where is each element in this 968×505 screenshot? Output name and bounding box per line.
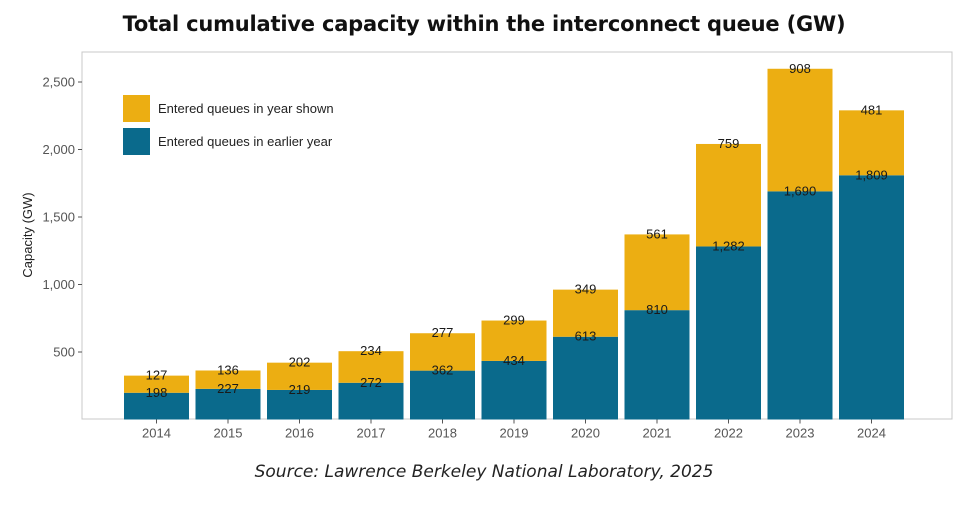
x-tick-label: 2023: [786, 426, 815, 441]
x-tick-label: 2018: [428, 426, 457, 441]
y-tick-label: 1,500: [42, 210, 75, 225]
y-axis: 500 1,000 1,500 2,000 2,500: [42, 75, 82, 360]
x-tick-label: 2014: [142, 426, 171, 441]
x-tick-label: 2022: [714, 426, 743, 441]
y-tick-label: 1,000: [42, 277, 75, 292]
x-tick-label: 2016: [285, 426, 314, 441]
data-label-earlier-year: 362: [432, 363, 454, 378]
data-label-year-shown: 908: [789, 61, 811, 76]
data-label-earlier-year: 219: [289, 382, 311, 397]
y-tick-label: 500: [53, 345, 75, 360]
bar-year-shown: [481, 320, 547, 361]
y-axis-label: Capacity (GW): [20, 192, 35, 277]
bar-year-shown: [696, 143, 761, 247]
data-label-year-shown: 481: [861, 102, 883, 117]
bar-earlier-year: [410, 370, 475, 420]
bar-year-shown: [624, 234, 690, 311]
legend-swatch-earlier-year: [123, 128, 150, 155]
data-label-earlier-year: 434: [503, 353, 525, 368]
data-label-earlier-year: 227: [217, 381, 239, 396]
x-tick-label: 2019: [500, 426, 529, 441]
bar-year-shown: [195, 370, 261, 389]
x-tick-label: 2021: [643, 426, 672, 441]
data-label-year-shown: 759: [718, 136, 740, 151]
bar-earlier-year: [696, 246, 761, 420]
bar-year-shown: [267, 362, 332, 390]
bar-year-shown: [338, 351, 404, 383]
data-label-earlier-year: 1,282: [712, 238, 745, 253]
legend-label-year-shown: Entered queues in year shown: [158, 101, 334, 116]
data-labels-layer: 198 127 227 136 219 202 272 234 362 277 434 299 613 3…: [146, 61, 888, 400]
x-tick-label: 2017: [357, 426, 386, 441]
data-label-earlier-year: 1,809: [855, 167, 888, 182]
bars-layer: [124, 68, 904, 420]
data-label-earlier-year: 810: [646, 302, 668, 317]
data-label-year-shown: 127: [146, 368, 168, 383]
bar-year-shown: [410, 333, 475, 371]
bar-earlier-year: [124, 392, 189, 420]
legend-swatch-year-shown: [123, 95, 150, 122]
x-axis: 2014 2015 2016 2017 2018 2019 2020 2021 2022 2023…: [142, 419, 886, 441]
x-tick-label: 2020: [571, 426, 600, 441]
bar-year-shown: [839, 110, 904, 176]
bar-earlier-year: [195, 388, 261, 420]
x-tick-label: 2015: [214, 426, 243, 441]
data-label-earlier-year: 1,690: [784, 183, 817, 198]
bar-earlier-year: [481, 360, 547, 420]
data-label-year-shown: 234: [360, 343, 382, 358]
legend-label-earlier-year: Entered queues in earlier year: [158, 134, 333, 149]
data-label-earlier-year: 272: [360, 375, 382, 390]
data-label-year-shown: 136: [217, 362, 239, 377]
data-label-earlier-year: 613: [575, 329, 597, 344]
bar-earlier-year: [839, 175, 904, 420]
data-label-year-shown: 299: [503, 313, 525, 328]
data-label-year-shown: 349: [575, 282, 597, 297]
y-tick-label: 2,000: [42, 142, 75, 157]
data-label-year-shown: 277: [432, 325, 454, 340]
legend: Entered queues in year shown Entered que…: [123, 95, 334, 155]
source-caption: Source: Lawrence Berkeley National Labor…: [254, 462, 714, 482]
bar-earlier-year: [338, 382, 404, 420]
y-tick-label: 2,500: [42, 75, 75, 90]
bar-year-shown: [767, 68, 833, 192]
data-label-year-shown: 202: [289, 355, 311, 370]
bar-earlier-year: [624, 310, 690, 420]
bar-year-shown: [124, 375, 189, 393]
bar-earlier-year: [767, 191, 833, 420]
bar-earlier-year: [267, 389, 332, 420]
bar-year-shown: [553, 289, 618, 337]
bar-earlier-year: [553, 336, 618, 420]
data-label-earlier-year: 198: [146, 385, 168, 400]
x-tick-label: 2024: [857, 426, 886, 441]
data-label-year-shown: 561: [646, 226, 668, 241]
chart-title: Total cumulative capacity within the int…: [122, 12, 846, 36]
